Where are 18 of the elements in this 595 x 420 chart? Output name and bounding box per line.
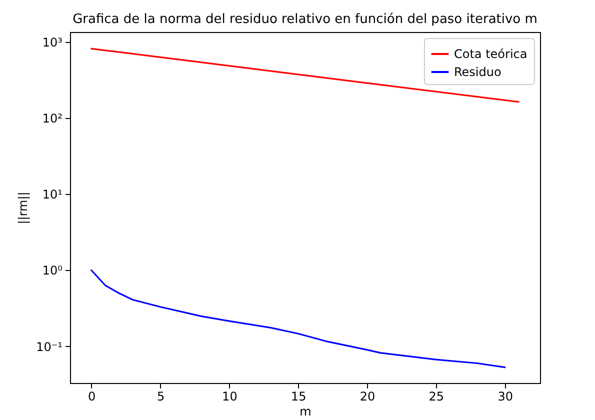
x-tick-label: 10 <box>222 390 238 404</box>
x-tick-label: 5 <box>156 390 165 404</box>
legend-label: Residuo <box>454 65 502 79</box>
y-tick-label: 10⁻¹ <box>36 340 63 354</box>
legend-label: Cota teórica <box>454 47 528 61</box>
y-tick-label: 10¹ <box>42 188 63 202</box>
x-axis-title: m <box>300 404 312 418</box>
x-tick-label: 30 <box>498 390 513 404</box>
y-tick-label: 10⁰ <box>42 264 63 278</box>
x-tick-label: 15 <box>290 390 306 404</box>
y-tick-label: 10³ <box>42 35 63 50</box>
line-series <box>90 269 506 368</box>
x-tick-label: 20 <box>360 390 376 404</box>
x-tick-label: 25 <box>428 390 444 404</box>
x-tick-label: 0 <box>88 390 96 404</box>
y-tick-label: 10² <box>42 112 63 126</box>
chart-title: Grafica de la norma del residuo relativo en función del paso iterativo m <box>72 12 538 27</box>
y-axis-title: ||rm|| <box>16 192 30 224</box>
